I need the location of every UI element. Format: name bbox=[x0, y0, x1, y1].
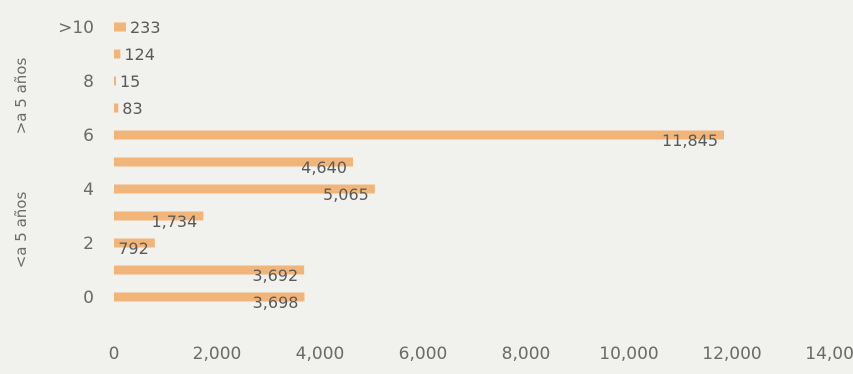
x-axis-ticks: 0 2,000 4,000 6,000 8,000 10,000 12,000 14,000 bbox=[109, 344, 853, 364]
bar bbox=[114, 22, 126, 32]
bar bbox=[114, 265, 305, 275]
bar bbox=[114, 157, 353, 167]
y-tick-label: 4 bbox=[83, 180, 94, 200]
bar bbox=[114, 49, 121, 59]
bar bbox=[114, 238, 155, 248]
bar-value-label: 1,734 bbox=[151, 212, 197, 231]
bar-value-label: 4,640 bbox=[301, 158, 347, 177]
bar-value-label: 15 bbox=[120, 72, 140, 91]
x-tick-label: 2,000 bbox=[193, 344, 242, 364]
x-tick-label: 4,000 bbox=[296, 344, 345, 364]
bar-value-label: 792 bbox=[118, 239, 149, 258]
bar-value-label: 233 bbox=[130, 18, 161, 37]
bar-value-label: 3,698 bbox=[253, 293, 299, 312]
bar-value-label: 124 bbox=[124, 45, 155, 64]
bar bbox=[114, 211, 204, 221]
x-tick-label: 12,000 bbox=[702, 344, 761, 364]
x-tick-label: 14,000 bbox=[805, 344, 853, 364]
y-group-label: >a 5 años bbox=[12, 58, 30, 135]
bars-layer bbox=[114, 22, 725, 302]
bar-value-label: 5,065 bbox=[323, 185, 369, 204]
bar bbox=[114, 103, 119, 113]
y-tick-label: 0 bbox=[83, 288, 94, 308]
x-tick-label: 6,000 bbox=[399, 344, 448, 364]
y-group-label: <a 5 años bbox=[12, 192, 30, 269]
bar bbox=[114, 184, 375, 194]
x-tick-label: 8,000 bbox=[502, 344, 551, 364]
x-tick-label: 10,000 bbox=[599, 344, 658, 364]
bar bbox=[114, 76, 116, 86]
bar-value-label: 11,845 bbox=[662, 131, 718, 150]
x-tick-label: 0 bbox=[109, 344, 120, 364]
bar-value-label: 83 bbox=[122, 99, 142, 118]
bar-value-label: 3,692 bbox=[252, 266, 298, 285]
y-tick-label: 2 bbox=[83, 234, 94, 254]
y-tick-label: 8 bbox=[83, 72, 94, 92]
y-axis-ticks: 0 2 4 6 8 >10 bbox=[58, 18, 94, 308]
bar bbox=[114, 292, 305, 302]
y-group-labels: <a 5 años >a 5 años bbox=[12, 58, 30, 269]
y-tick-label: >10 bbox=[58, 18, 94, 38]
bar bbox=[114, 130, 725, 140]
y-tick-label: 6 bbox=[83, 126, 94, 146]
